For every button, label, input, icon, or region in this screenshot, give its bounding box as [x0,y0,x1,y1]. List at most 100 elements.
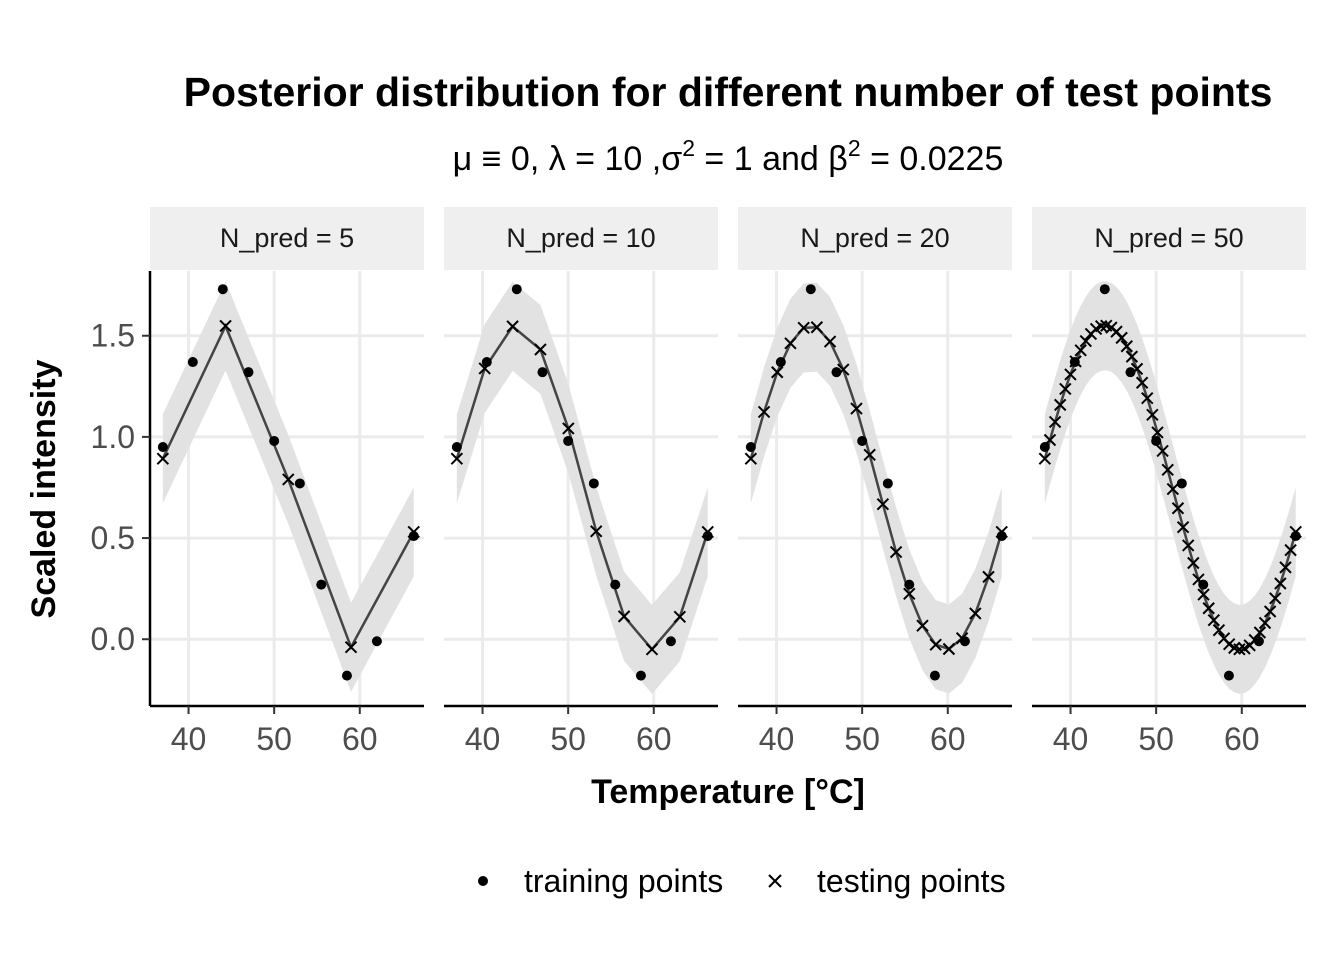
y-tick-label: 0.0 [91,621,135,657]
testing-point-stroke [1151,426,1164,439]
testing-point-stroke [673,610,687,624]
testing-point-stroke [889,545,903,559]
testing-point-stroke [344,640,358,654]
testing-point [1263,605,1277,618]
training-point [1198,579,1209,590]
testing-point-stroke [784,337,797,350]
training-point [537,367,548,378]
testing-point [1156,444,1169,458]
training-point [269,435,280,446]
testing-point [1222,637,1236,651]
training-point [187,357,198,368]
legend-testing-cross-symbol [768,874,782,888]
testing-point [889,545,903,559]
testing-point-stroke [282,473,295,486]
testing-point [863,448,876,462]
panel-4: N_pred = 50 40 50 60 [1032,207,1306,757]
training-point [243,367,254,378]
testing-point [1120,340,1133,353]
x-tick-label: 60 [930,721,966,757]
testing-point-stroke [850,402,863,415]
training-point [511,284,522,295]
training-point [371,636,382,647]
training-point [408,531,419,542]
strip-background [1032,207,1306,270]
training-point [702,531,713,542]
legend-training-label: training points [524,863,723,899]
testing-point [1038,452,1052,465]
training-point [665,636,676,647]
panel-1: N_pred = 5 40 50 60 [150,207,424,757]
testing-point [969,607,982,620]
testing-point-stroke [942,642,956,656]
testing-point [1161,463,1174,477]
testing-point-stroke [1284,543,1297,557]
testing-point-stroke [903,587,916,601]
x-tick-label: 60 [342,721,378,757]
testing-point-stroke [1100,319,1113,332]
testing-point [1284,543,1297,557]
testing-point-stroke [916,619,929,632]
testing-point [744,452,758,465]
testing-point [823,335,837,348]
testing-point-stroke [1125,350,1139,363]
testing-point-stroke [590,525,603,538]
testing-point-stroke [1146,408,1159,421]
training-point [316,579,327,590]
testing-point-stroke [771,366,784,379]
testing-point [344,640,358,654]
testing-point [506,320,519,333]
testing-point-stroke [929,638,942,651]
testing-point [797,321,810,335]
testing-point-stroke [617,610,631,623]
panel-2: N_pred = 10 40 50 60 [444,207,718,757]
testing-point-stroke [1156,444,1169,458]
strip-background [444,207,718,270]
x-tick-label: 40 [759,721,795,757]
posterior-band [162,281,414,692]
x-tick-label: 50 [256,721,292,757]
strip-background [738,207,1012,270]
training-point [217,284,228,295]
legend-testing-label: testing points [817,863,1006,899]
testing-point [1202,602,1215,615]
training-point [1099,284,1110,295]
training-point [929,670,940,681]
posterior-mean-line [455,324,709,652]
training-point [996,531,1007,542]
testing-point [929,638,942,651]
testing-point-stroke [645,643,659,656]
testing-point-stroke [1258,616,1272,630]
training-point [1223,670,1234,681]
subtitle-sup-beta: 2 [848,135,861,161]
strip-background [150,207,424,270]
testing-point [903,587,916,601]
training-point [588,478,599,489]
training-point [805,284,816,295]
x-tick-label: 50 [550,721,586,757]
testing-point-stroke [969,607,982,620]
training-point [451,442,462,453]
testing-point-stroke [876,498,890,511]
y-axis: 0.0 0.5 1.0 1.5 [91,271,152,706]
testing-point-stroke [744,452,758,465]
chart-subtitle: μ ≡ 0, λ = 10 ,σ2 = 1 and β2 = 0.0225 [453,135,1004,178]
testing-point [1125,350,1139,363]
testing-point-stroke [1171,502,1185,515]
posterior-band [456,281,708,694]
x-tick-label: 50 [1138,721,1174,757]
testing-point [1141,391,1154,405]
testing-point-stroke [534,343,547,356]
testing-point [590,525,603,538]
y-tick-label: 0.5 [91,520,135,556]
testing-point-stroke [156,452,170,465]
testing-point [1269,592,1282,605]
testing-point [810,321,824,334]
testing-point [982,570,995,584]
testing-point-stroke [1064,368,1077,381]
training-point [1125,367,1136,378]
testing-point [1258,616,1272,630]
training-point [563,435,574,446]
